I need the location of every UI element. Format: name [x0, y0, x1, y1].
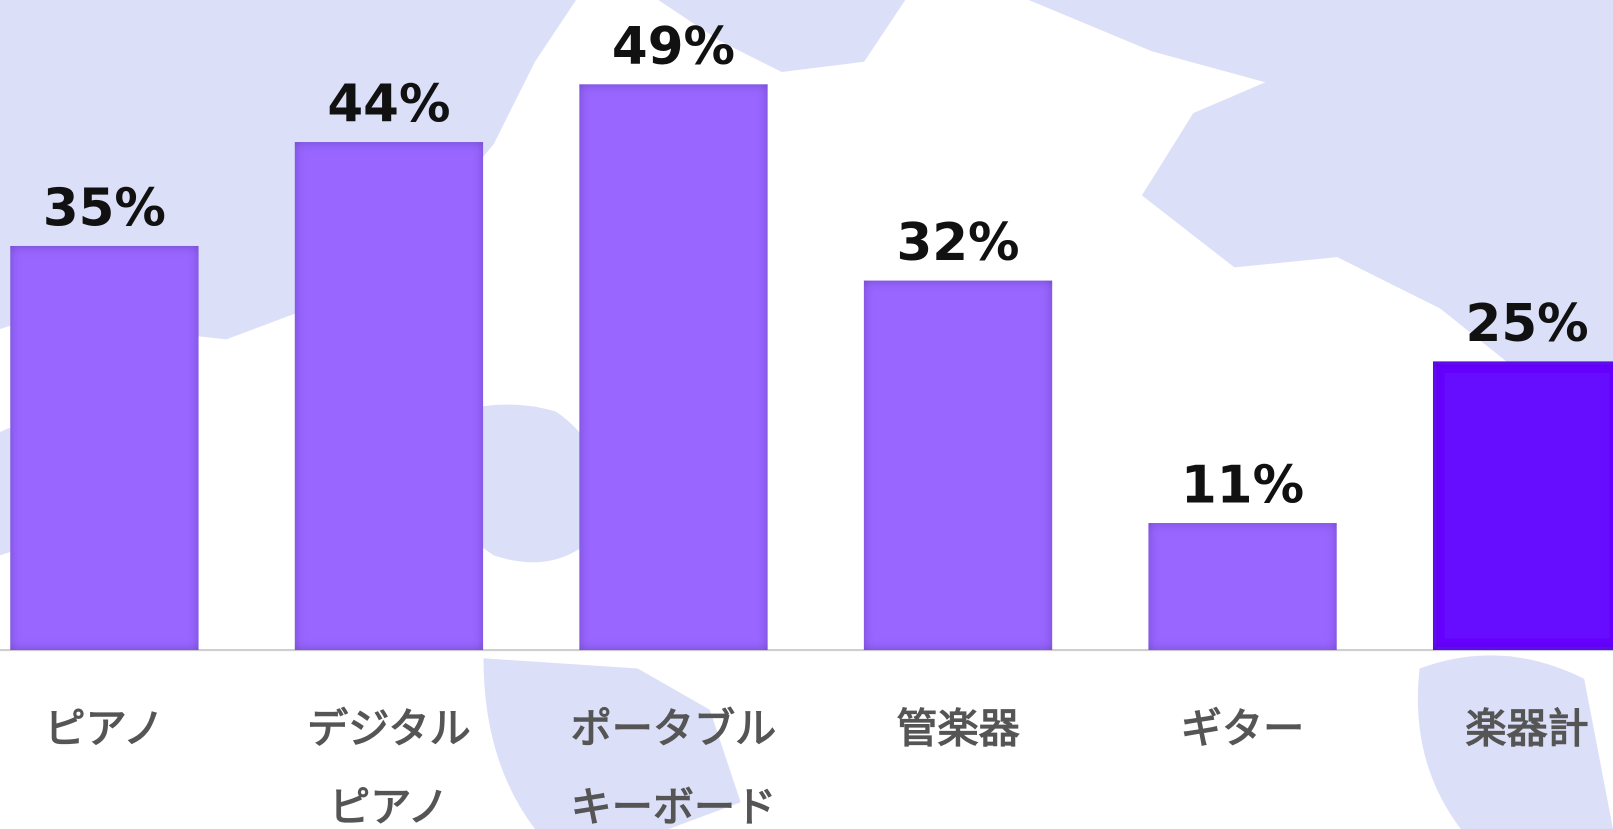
category-label: 楽器計: [1465, 705, 1588, 753]
value-label: 35%: [43, 178, 166, 238]
bar: [10, 245, 199, 651]
value-label: 49%: [612, 17, 735, 77]
bar: [579, 84, 768, 651]
category-label: デジタル: [307, 705, 471, 753]
value-label: 25%: [1466, 294, 1589, 354]
value-label: 32%: [896, 213, 1019, 273]
category-label: 管楽器: [896, 705, 1020, 753]
category-label: キーボード: [571, 783, 777, 829]
value-label: 11%: [1181, 455, 1304, 515]
category-label: ギター: [1181, 705, 1304, 753]
value-label: 44%: [327, 74, 450, 134]
bar: [1432, 361, 1613, 651]
category-label: ピアノ: [45, 705, 165, 753]
bar: [863, 280, 1053, 651]
bar: [1148, 523, 1337, 651]
category-label: ポータブル: [571, 705, 777, 753]
bar: [294, 142, 484, 651]
category-label: ピアノ: [329, 783, 449, 829]
